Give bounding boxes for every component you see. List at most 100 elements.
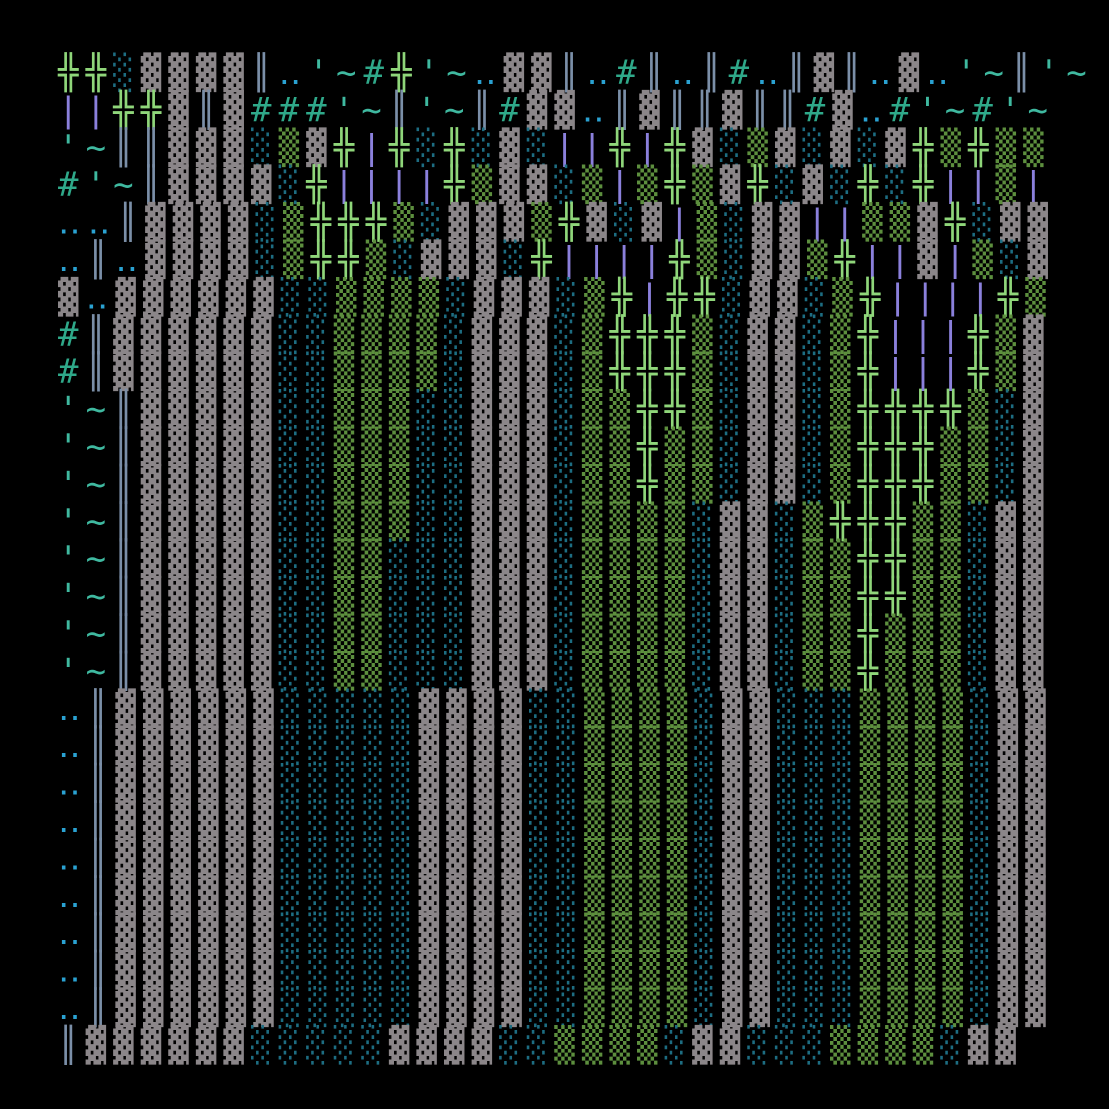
glyph-run: ▓▓▓▓: [145, 239, 255, 280]
glyph-run: ░: [720, 426, 748, 467]
glyph-run: ║: [196, 89, 224, 130]
glyph-run: ▓▓▓: [472, 613, 555, 654]
glyph-run: ▓▓: [998, 875, 1053, 916]
glyph-run: ░░░░░: [281, 875, 419, 916]
glyph-run: ╬╬: [857, 538, 913, 579]
glyph-run: ╬: [305, 164, 334, 205]
glyph-run: ▓▓▓▓▓: [141, 389, 279, 430]
glyph-run: ╬: [636, 463, 665, 504]
glyph-run: #: [616, 53, 644, 93]
glyph-run: ▓▓: [720, 613, 775, 654]
glyph-run: ▓▓▓▓▓▓: [115, 950, 280, 991]
glyph-run: ░░░: [777, 987, 860, 1028]
glyph-run: ║: [88, 239, 116, 280]
glyph-run: ▓▓: [750, 276, 805, 317]
art-row: ||╬╬▓║▓###'~║'~║#▓▓‥║▓║║▓║║#▓‥#'~#'~: [58, 89, 1055, 130]
glyph-run: ▒▒▒▒: [582, 650, 692, 691]
glyph-run: ░: [970, 912, 998, 953]
glyph-run: ▓▓: [752, 239, 807, 280]
glyph-run: ‥: [279, 53, 309, 93]
glyph-run: ░: [885, 164, 913, 205]
glyph-run: ▓▓▓: [472, 426, 555, 467]
glyph-run: ░░: [529, 688, 584, 729]
glyph-run: ▓▓: [998, 950, 1053, 991]
art-row: ▓‥▓▓▓▓▓▓░░▒▒▒▒░▓▓▓░▒╬|╬╬░▓▓░▒╬||||╬▒: [58, 276, 1053, 317]
glyph-run: ▓▓: [720, 650, 775, 691]
art-row: '~║▓▓▓▓▓░░▒▒▒░░▓▓▓░▒▒╬▒▒░▓▓░▒╬╬╬▒▒░▓: [58, 463, 1051, 504]
art-row: '~║▓▓▓▓▓░░▒▒▒░░▓▓▓░▒▒╬╬▒░▓▓░▒╬╬╬╬▒░▓: [58, 389, 1051, 430]
glyph-run: ▒▒▒▒: [584, 837, 694, 878]
glyph-run: ▒▒: [862, 202, 917, 243]
glyph-run: ▒: [366, 239, 394, 280]
art-row: ‥║‥▓▓▓▓░▒╬╬▒░▓▓▓░╬||||╬▒░▓▓▒╬||▓|▒░▓: [58, 239, 1055, 280]
glyph-run: ▒: [584, 276, 612, 317]
glyph-run: ▒▒▒▒: [584, 950, 694, 991]
glyph-run: ▓: [917, 239, 945, 280]
glyph-run: |: [669, 203, 697, 243]
glyph-run: ╬╬╬: [829, 501, 913, 542]
glyph-run: ░: [554, 650, 582, 691]
glyph-run: ░: [446, 276, 474, 317]
glyph-run: ║: [88, 688, 116, 729]
glyph-run: ▒▒▒▒: [584, 800, 694, 841]
glyph-run: ▒▒▒▒: [860, 688, 970, 729]
glyph-run: ▒: [972, 239, 1000, 280]
glyph-run: ╬: [967, 351, 996, 392]
glyph-run: #: [58, 352, 86, 392]
glyph-run: ░: [775, 613, 803, 654]
glyph-run: ▓: [1023, 314, 1051, 355]
glyph-run: ▓▓▓▓▓▓: [115, 837, 280, 878]
glyph-run: ▓▓▓▓▓: [141, 463, 279, 504]
glyph-run: ‥: [58, 988, 88, 1028]
glyph-run: ░░░░░: [281, 950, 419, 991]
glyph-run: ║: [88, 800, 116, 841]
glyph-run: ░: [995, 389, 1023, 430]
glyph-run: #: [890, 90, 918, 130]
glyph-run: ░: [692, 576, 720, 617]
glyph-run: ‥: [86, 277, 116, 317]
glyph-run: ###: [251, 90, 334, 130]
glyph-run: ║: [118, 202, 146, 243]
glyph-run: ░: [858, 127, 886, 168]
glyph-run: ░░: [529, 950, 584, 991]
glyph-run: ▒▒▒▒: [830, 1024, 940, 1065]
glyph-run: ▓▓: [692, 1024, 747, 1065]
glyph-run: ╬: [558, 202, 587, 243]
glyph-run: ▓: [1023, 351, 1051, 392]
glyph-run: ▒: [697, 202, 725, 243]
glyph-run: ▓: [1023, 426, 1051, 467]
glyph-run: ░░░: [777, 950, 860, 991]
glyph-run: ▒▒: [582, 389, 637, 430]
glyph-run: ▓▓▓▓▓▓: [86, 1024, 251, 1065]
glyph-run: #: [499, 90, 527, 130]
glyph-run: ║: [1011, 52, 1039, 93]
glyph-run: ▓▓: [998, 800, 1053, 841]
glyph-run: ░░░░░: [281, 725, 419, 766]
glyph-run: ░: [692, 613, 720, 654]
glyph-run: |: [945, 240, 973, 280]
glyph-run: ‥: [926, 53, 956, 93]
glyph-run: ║: [701, 52, 729, 93]
glyph-run: ▓▓▓: [472, 501, 555, 542]
glyph-run: ▓▓: [747, 314, 802, 355]
glyph-run: ║: [559, 52, 587, 93]
glyph-run: ║: [141, 164, 169, 205]
glyph-run: ▓: [832, 89, 860, 130]
glyph-run: '~: [308, 53, 363, 93]
glyph-run: ░░░: [389, 576, 472, 617]
glyph-run: ░: [970, 800, 998, 841]
glyph-run: '~: [86, 165, 141, 205]
glyph-run: ▒▒: [802, 576, 857, 617]
glyph-run: ▓: [223, 89, 251, 130]
glyph-run: ▓▓▓: [448, 202, 531, 243]
glyph-run: ░: [472, 127, 500, 168]
glyph-run: ▓▓: [720, 538, 775, 579]
glyph-run: ░: [694, 688, 722, 729]
glyph-run: ▓: [306, 127, 334, 168]
glyph-run: ║: [251, 52, 279, 93]
glyph-run: ▓: [885, 127, 913, 168]
glyph-run: ░: [968, 650, 996, 691]
glyph-run: ▓▓: [722, 800, 777, 841]
glyph-run: ▓▓▓▓: [419, 950, 529, 991]
glyph-run: ╬: [857, 351, 886, 392]
